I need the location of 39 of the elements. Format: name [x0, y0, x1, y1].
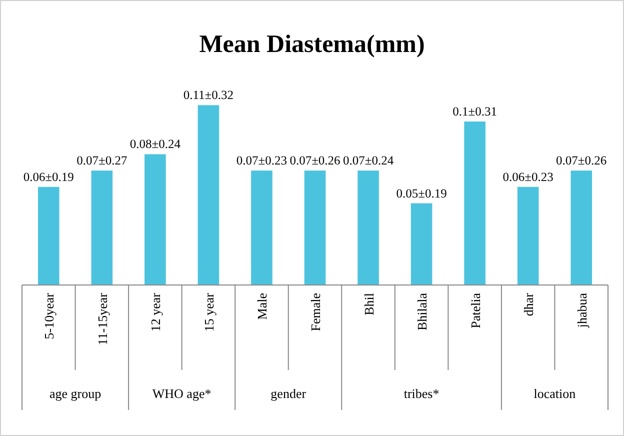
bar: [91, 170, 113, 285]
data-label: 0.07±0.23: [236, 154, 288, 168]
bar: [464, 122, 486, 285]
text: tribes*: [404, 386, 440, 401]
text: location: [534, 386, 576, 401]
bar: [38, 186, 60, 285]
bar: [304, 170, 326, 285]
x-tick-label: 15 year: [201, 292, 216, 332]
x-tick-label: Bhil: [361, 292, 376, 316]
data-label: 0.07±0.26: [556, 154, 607, 168]
bar: [410, 203, 432, 285]
bar: [358, 170, 379, 285]
x-tick-label: Bhilala: [414, 292, 430, 331]
x-tick-label: 11-15year: [94, 292, 110, 346]
data-label: 0.1±0.31: [452, 104, 498, 119]
data-label: 0.11±0.32: [183, 88, 234, 102]
bar: [570, 170, 592, 285]
data-label: 0.05±0.19: [396, 186, 447, 200]
data-label: 0.06±0.19: [23, 170, 74, 184]
text: gender: [270, 386, 307, 401]
x-tick-label: Female: [308, 292, 323, 332]
data-label: 0.07±0.24: [342, 154, 394, 168]
chart-title: Mean Diastema(mm): [199, 31, 425, 58]
x-tick-label: 5-10year: [42, 292, 57, 340]
data-label: 0.07±0.27: [76, 154, 128, 168]
bar: [198, 105, 220, 285]
x-tick-label: 12 year: [148, 292, 164, 332]
bar: [517, 186, 539, 285]
data-label: 0.07±0.26: [290, 154, 340, 168]
data-label: 0.08±0.24: [130, 137, 182, 152]
text: WHO age*: [152, 386, 212, 401]
bar: [144, 154, 166, 285]
text: age group: [49, 386, 102, 401]
bar: [251, 170, 272, 285]
x-tick-label: Male: [254, 292, 270, 320]
x-tick-label: jhabua: [574, 292, 590, 329]
x-tick-label: dhar: [521, 292, 536, 316]
data-label: 0.06±0.23: [502, 170, 554, 184]
x-tick-label: Patelia: [468, 292, 483, 328]
